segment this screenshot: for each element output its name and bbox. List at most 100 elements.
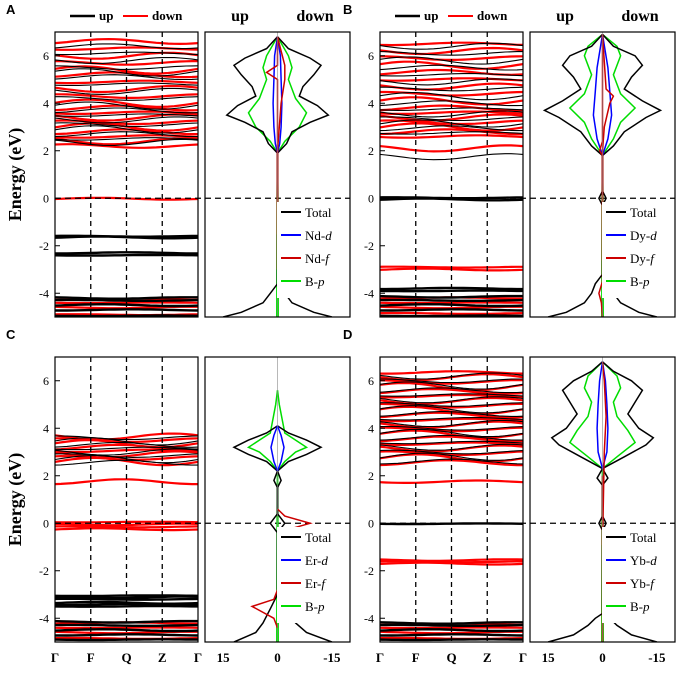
dos-legend-label: Er-d	[305, 553, 328, 568]
ytick-label: -2	[364, 239, 374, 253]
band-up	[380, 417, 523, 421]
band-up	[55, 633, 198, 637]
band-up	[55, 604, 198, 608]
ytick-label: 6	[368, 49, 374, 63]
dos-legend-element: B-	[630, 274, 643, 289]
band-up	[55, 116, 198, 124]
dos-legend-orbital: f	[650, 576, 656, 591]
band-down	[380, 558, 523, 562]
band-down	[55, 522, 198, 527]
dos-nd-d-down	[276, 36, 283, 154]
kpoint-label: Q	[121, 650, 131, 665]
dos-legend-orbital: d	[325, 228, 332, 243]
band-down	[380, 128, 523, 136]
kpoint-label: Z	[158, 650, 167, 665]
dos-legend-orbital: p	[317, 274, 325, 289]
dos-legend-label: B-p	[630, 599, 650, 614]
dos-frame	[529, 356, 676, 643]
dos-legend-element: Yb-	[630, 553, 650, 568]
band-lines	[380, 41, 523, 317]
dos-legend-label: Er-f	[305, 576, 327, 591]
band-down	[380, 402, 523, 409]
dos-total-up	[547, 361, 604, 642]
dos-xtick-label: 15	[542, 650, 556, 665]
ytick-label: -4	[364, 611, 374, 625]
band-up	[55, 74, 198, 81]
dos-legend-element: Nd-	[305, 228, 325, 243]
dos-legend-element: Er-	[305, 553, 321, 568]
ytick-label: 6	[43, 49, 49, 63]
dos-legend-label: Dy-d	[630, 228, 657, 243]
band-down	[55, 456, 198, 467]
legend-up-label: up	[99, 8, 113, 23]
dos-legend-label: B-p	[305, 274, 325, 289]
band-up	[380, 396, 523, 404]
dos-legend-element: B-	[305, 274, 318, 289]
panel-letter: A	[6, 2, 16, 17]
ytick-label: 6	[368, 374, 374, 388]
dos-legend-element: B-	[630, 599, 643, 614]
dos-legend-orbital: p	[317, 599, 325, 614]
band-up	[380, 452, 523, 461]
band-up	[55, 298, 198, 302]
dos-legend-element: Yb-	[630, 576, 650, 591]
dos-legend-label: Total	[305, 205, 332, 220]
band-up	[55, 623, 198, 627]
legend-down-label: down	[477, 8, 508, 23]
dos-legend-element: Dy-	[630, 228, 650, 243]
band-up	[55, 448, 198, 456]
ytick-label: -4	[39, 611, 49, 625]
band-up	[380, 73, 523, 77]
band-down	[55, 478, 198, 486]
panel-c: C -4 -2 0 2 4 6 Energy (eV) Γ F Q Z Γ 15 0 -15 Total Er-d…	[5, 327, 351, 665]
panel-letter: D	[343, 327, 352, 342]
dos-frame	[529, 31, 676, 318]
ytick-label: 6	[43, 374, 49, 388]
dos-legend-orbital: d	[321, 553, 328, 568]
ytick-label: 4	[43, 96, 49, 110]
band-up	[55, 125, 198, 134]
kpoint-label: Γ	[194, 650, 202, 665]
band-lines	[380, 370, 523, 642]
dos-legend-orbital: p	[642, 599, 650, 614]
dos-legend-label: Total	[305, 530, 332, 545]
dos-legend-label: Total	[630, 530, 657, 545]
ytick-label: 0	[43, 191, 49, 205]
band-up	[380, 378, 523, 384]
band-up	[55, 253, 198, 257]
kpoint-label: Q	[446, 650, 456, 665]
band-down	[380, 110, 523, 115]
ytick-label: -2	[39, 239, 49, 253]
band-up	[55, 296, 198, 300]
panel-letter: B	[343, 2, 352, 17]
dos-total-up	[542, 33, 604, 317]
band-up	[55, 82, 198, 86]
dos-legend-label: Yb-d	[630, 553, 657, 568]
dos-legend-label: Total	[630, 205, 657, 220]
band-up	[380, 419, 523, 428]
kpoint-label: F	[87, 650, 95, 665]
dos-legend-element: B-	[305, 599, 318, 614]
band-up	[55, 137, 198, 141]
dos-frame	[204, 356, 351, 643]
band-down	[55, 60, 198, 66]
band-down	[380, 479, 523, 484]
band-up	[55, 87, 198, 95]
dos-frame	[204, 31, 351, 318]
dos-legend-orbital: d	[650, 228, 657, 243]
dos-legend-orbital: f	[325, 251, 331, 266]
band-down	[55, 143, 198, 149]
ytick-label: -4	[39, 286, 49, 300]
band-up	[55, 597, 198, 601]
band-up	[380, 42, 523, 50]
band-down	[55, 37, 198, 46]
band-up	[380, 100, 523, 107]
spin-header-down: down	[296, 8, 333, 25]
band-up	[380, 78, 523, 86]
ytick-label: 0	[368, 191, 374, 205]
dos-total-up	[232, 425, 279, 642]
dos-legend-element: Er-	[305, 576, 321, 591]
dos-legend-element: Dy-	[630, 251, 650, 266]
dos-er-f-up	[250, 589, 279, 629]
